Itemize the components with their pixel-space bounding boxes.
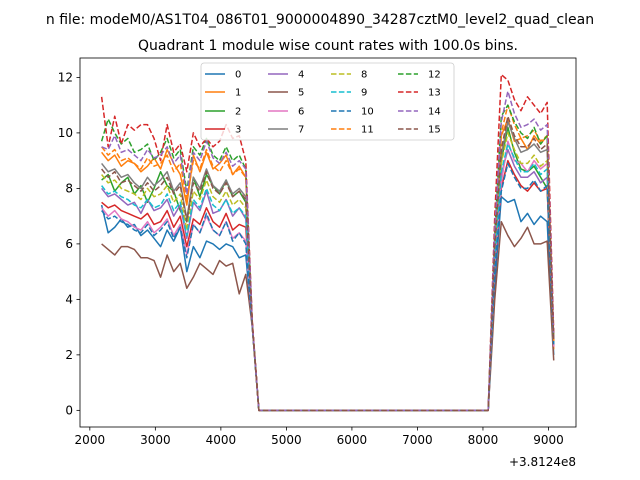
- chart-title: Quadrant 1 module wise count rates with …: [138, 38, 518, 54]
- legend-label-7: 7: [298, 125, 304, 136]
- series-line-12: [100, 104, 555, 412]
- series-line-13: [100, 73, 555, 412]
- legend-label-14: 14: [428, 107, 441, 118]
- legend-label-1: 1: [235, 88, 241, 99]
- legend-label-3: 3: [235, 125, 241, 136]
- x-tick-label: 8000: [468, 433, 499, 447]
- legend-label-6: 6: [298, 107, 304, 118]
- legend-label-10: 10: [361, 107, 374, 118]
- series-line-8: [101, 132, 555, 412]
- legend-label-15: 15: [428, 125, 441, 136]
- legend-label-5: 5: [298, 88, 304, 99]
- legend-label-8: 8: [361, 70, 367, 81]
- x-tick-label: 7000: [402, 433, 433, 447]
- y-tick-label: 4: [65, 293, 73, 307]
- x-offset-label: +3.8124e8: [509, 455, 576, 469]
- y-tick-label: 8: [65, 182, 73, 196]
- series-line-5: [101, 220, 555, 412]
- y-tick-label: 10: [58, 126, 73, 140]
- series-line-2: [101, 126, 555, 412]
- figure-suptitle: n file: modeM0/AS1T04_086T01_9000004890_…: [46, 12, 594, 28]
- legend-label-11: 11: [361, 125, 374, 136]
- x-tick-label: 6000: [337, 433, 368, 447]
- series-layer: [100, 73, 555, 412]
- legend-label-2: 2: [235, 107, 241, 118]
- series-line-10: [101, 162, 555, 412]
- series-line-15: [101, 115, 555, 412]
- plot-frame: [79, 57, 577, 428]
- legend-label-13: 13: [428, 88, 441, 99]
- x-tick-label: 3000: [140, 433, 171, 447]
- series-line-7: [101, 121, 555, 412]
- legend-label-0: 0: [235, 70, 241, 81]
- x-tick-label: 5000: [271, 433, 302, 447]
- x-tick-label: 9000: [533, 433, 564, 447]
- x-axis-ticks: 2000 3000 4000 5000 6000 7000 8000 9000: [75, 427, 564, 447]
- series-line-3: [101, 159, 555, 412]
- legend-label-4: 4: [298, 70, 304, 81]
- x-tick-label: 4000: [206, 433, 237, 447]
- series-line-11: [101, 104, 555, 412]
- y-axis-ticks: 0 2 4 6 8 10 12: [58, 71, 80, 418]
- legend-label-12: 12: [428, 70, 441, 81]
- y-tick-label: 2: [65, 348, 73, 362]
- series-line-4: [101, 148, 555, 412]
- y-tick-label: 0: [65, 404, 73, 418]
- y-tick-label: 6: [65, 237, 73, 251]
- series-line-0: [100, 195, 555, 412]
- series-line-9: [101, 143, 555, 412]
- series-line-6: [101, 140, 555, 412]
- y-tick-label: 12: [58, 71, 73, 85]
- legend-label-9: 9: [361, 88, 367, 99]
- series-line-14: [101, 90, 555, 412]
- x-tick-label: 2000: [75, 433, 106, 447]
- legend-box: [200, 62, 455, 141]
